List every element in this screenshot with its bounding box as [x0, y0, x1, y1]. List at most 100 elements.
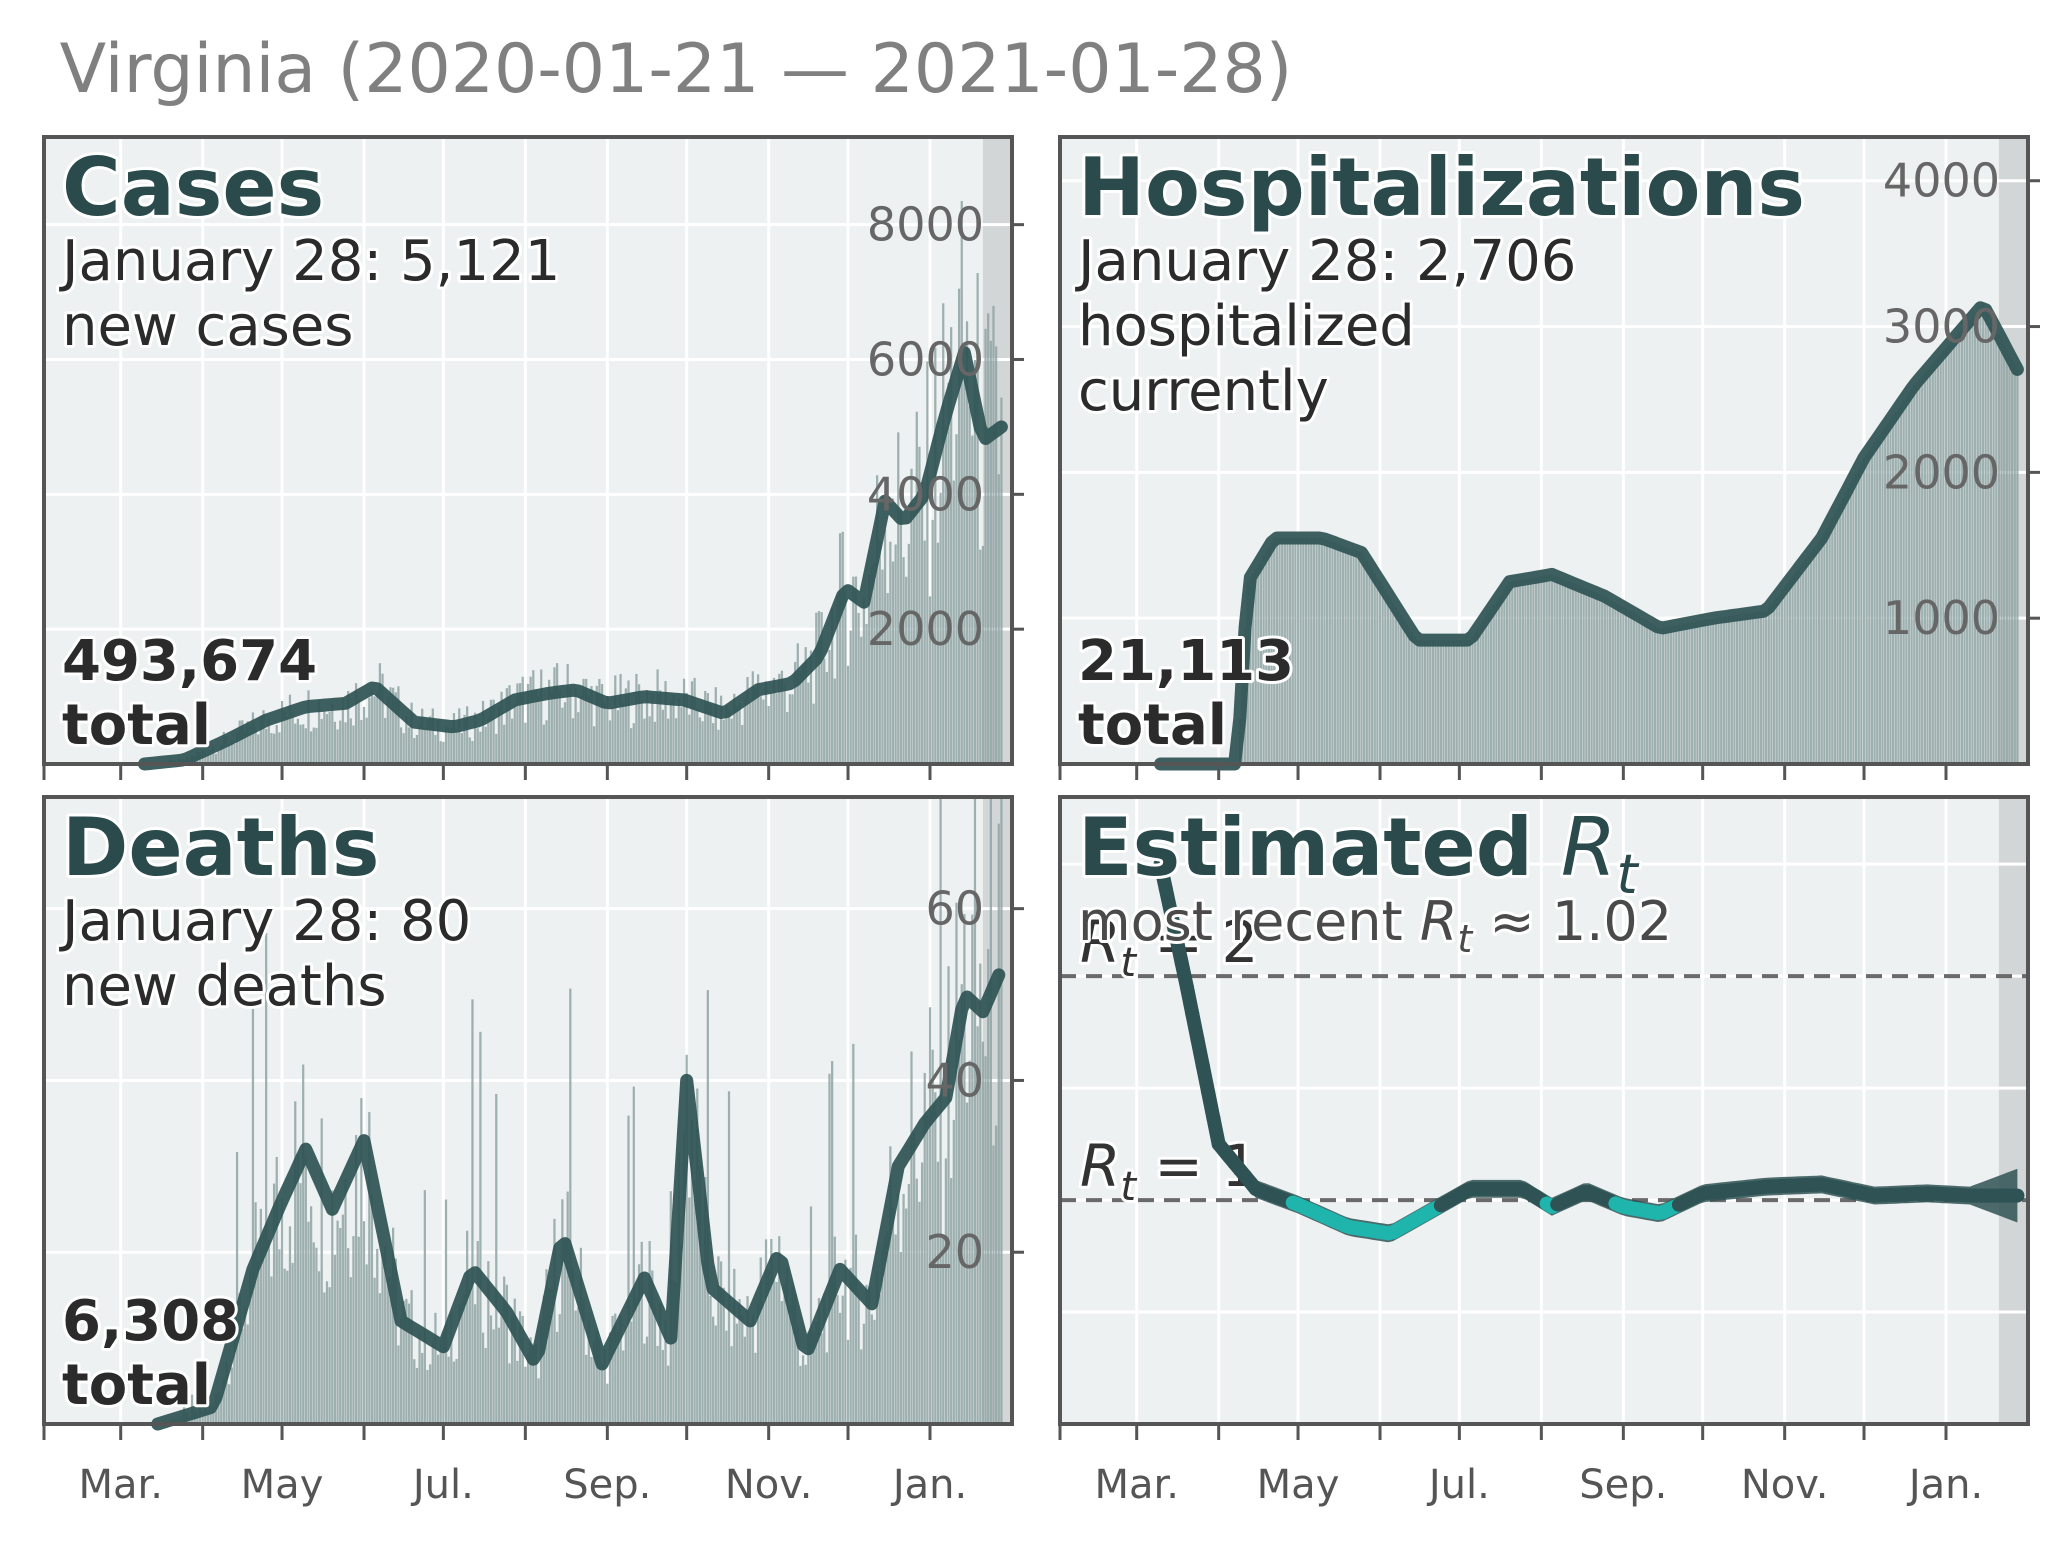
- rt-recent-shade: [1998, 797, 2028, 1424]
- hospitalizations-bar: [1445, 640, 1448, 764]
- hospitalizations-bar: [1955, 335, 1958, 764]
- deaths-bar: [899, 1251, 903, 1424]
- hospitalizations-bar: [1963, 326, 1966, 764]
- cases-bar: [981, 545, 985, 764]
- hospitalizations-bar: [1661, 627, 1665, 764]
- hospitalizations-bar: [1606, 597, 1609, 764]
- deaths-bar: [246, 1324, 249, 1424]
- deaths-bar: [712, 1316, 715, 1424]
- cases-bar: [685, 692, 688, 764]
- hospitalizations-bar: [1812, 548, 1815, 764]
- hospitalizations-bar: [1447, 640, 1450, 764]
- hospitalizations-bar: [1897, 407, 1900, 764]
- cases-bar: [889, 541, 892, 764]
- cases-bar: [786, 711, 789, 764]
- hospitalizations-bar: [1426, 640, 1429, 764]
- cases-bar: [664, 681, 667, 764]
- deaths-bar: [915, 1178, 918, 1424]
- deaths-bar: [384, 1246, 387, 1424]
- hospitalizations-bar: [1415, 640, 1419, 764]
- deaths-bar: [891, 1207, 895, 1424]
- deaths-bar: [516, 1360, 519, 1424]
- cases-bar: [762, 699, 765, 764]
- hospitalizations-bar: [1738, 614, 1741, 764]
- cases-bar: [526, 684, 530, 764]
- cases-bar: [217, 750, 220, 764]
- hospitalizations-bar: [1352, 549, 1355, 764]
- deaths-bar: [508, 1363, 511, 1424]
- deaths-bar: [265, 932, 268, 1424]
- cases-bar: [286, 717, 289, 764]
- hospitalizations-bar: [1320, 537, 1323, 764]
- cases-bar: [780, 670, 784, 764]
- deaths-bar: [492, 1329, 495, 1424]
- hospitalizations-bar: [1540, 576, 1543, 764]
- deaths-bar: [262, 1228, 265, 1424]
- hospitalizations-bar: [1479, 624, 1482, 764]
- rt-ref-label-2: Rt = 2: [1080, 908, 1258, 986]
- cases-bar: [352, 725, 355, 764]
- deaths-bar: [341, 1214, 344, 1424]
- rt-xtick-label: Jul.: [1426, 1462, 1490, 1508]
- deaths-bar: [928, 1007, 932, 1424]
- deaths-bar: [1000, 797, 1003, 1424]
- hospitalizations-bar: [1886, 423, 1889, 764]
- cases-bar: [233, 743, 236, 764]
- deaths-bar: [389, 1277, 392, 1424]
- hospitalizations-bar: [1921, 375, 1924, 764]
- deaths-bar: [365, 1264, 368, 1424]
- cases-bar: [767, 705, 770, 764]
- cases-bar: [592, 726, 596, 764]
- deaths-bars: [159, 797, 1003, 1424]
- deaths-bar: [328, 1287, 331, 1424]
- deaths-bar: [682, 1132, 686, 1424]
- hospitalizations-bar: [1405, 623, 1408, 764]
- cases-bar: [682, 678, 686, 764]
- hospitalizations-bar: [1981, 304, 1985, 764]
- hospitalizations-bar: [1841, 497, 1844, 764]
- cases-bar: [397, 686, 400, 764]
- deaths-bar: [764, 1239, 768, 1424]
- hospitalizations-bar: [1825, 527, 1829, 764]
- cases-bar: [230, 739, 233, 764]
- deaths-bar: [444, 1199, 448, 1424]
- hospitalizations-bar: [1492, 605, 1495, 764]
- hospitalizations-bar: [1312, 537, 1316, 764]
- hospitalizations-bar: [1973, 313, 1977, 764]
- cases-bar: [548, 679, 551, 764]
- hospitalizations-bar: [1971, 317, 1974, 764]
- cases-bar: [476, 728, 479, 764]
- hospitalizations-bar: [1791, 576, 1794, 764]
- deaths-xtick-label: Sep.: [563, 1462, 651, 1508]
- cases-bar: [304, 728, 307, 764]
- hospitalizations-bar: [1344, 546, 1347, 764]
- deaths-bar: [640, 1241, 643, 1424]
- deaths-bar: [540, 1320, 543, 1424]
- deaths-bar: [831, 1061, 834, 1424]
- hospitalizations-bar: [1728, 615, 1731, 764]
- hospitalizations-bar: [1847, 487, 1850, 764]
- hospitalizations-bar: [1786, 583, 1789, 764]
- hospitalizations-bar: [1788, 579, 1792, 764]
- deaths-bar: [709, 1295, 712, 1424]
- hospitalizations-bar: [1934, 360, 1937, 764]
- deaths-bar: [320, 1118, 323, 1424]
- deaths-bar: [272, 1183, 276, 1424]
- deaths-bar: [894, 1234, 897, 1424]
- cases-bar: [590, 686, 593, 764]
- deaths-bar: [373, 1277, 376, 1424]
- hospitalizations-bar: [1429, 640, 1432, 764]
- cases-bar: [643, 718, 646, 764]
- hospitalizations-bar: [1384, 590, 1387, 764]
- hospitalizations-bar: [1267, 546, 1271, 764]
- hospitalizations-bar: [1817, 541, 1821, 764]
- cases-bar: [579, 695, 583, 764]
- cases-bar: [995, 346, 998, 764]
- deaths-bar: [698, 1166, 702, 1424]
- deaths-bar: [989, 797, 992, 1424]
- hospitalizations-bar: [1939, 354, 1942, 764]
- hospitalizations-bar: [1820, 537, 1823, 764]
- deaths-title: Deaths: [62, 801, 379, 894]
- cases-bar: [542, 724, 545, 764]
- deaths-bar: [751, 1315, 754, 1424]
